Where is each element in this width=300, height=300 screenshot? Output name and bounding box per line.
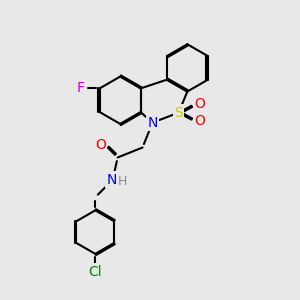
Text: O: O — [194, 97, 205, 111]
Text: F: F — [76, 81, 84, 95]
Text: Cl: Cl — [88, 265, 102, 279]
Text: S: S — [174, 106, 183, 120]
Text: O: O — [95, 138, 106, 152]
Text: N: N — [106, 173, 117, 187]
Text: N: N — [147, 116, 158, 130]
Text: H: H — [117, 176, 127, 188]
Text: O: O — [194, 114, 205, 128]
